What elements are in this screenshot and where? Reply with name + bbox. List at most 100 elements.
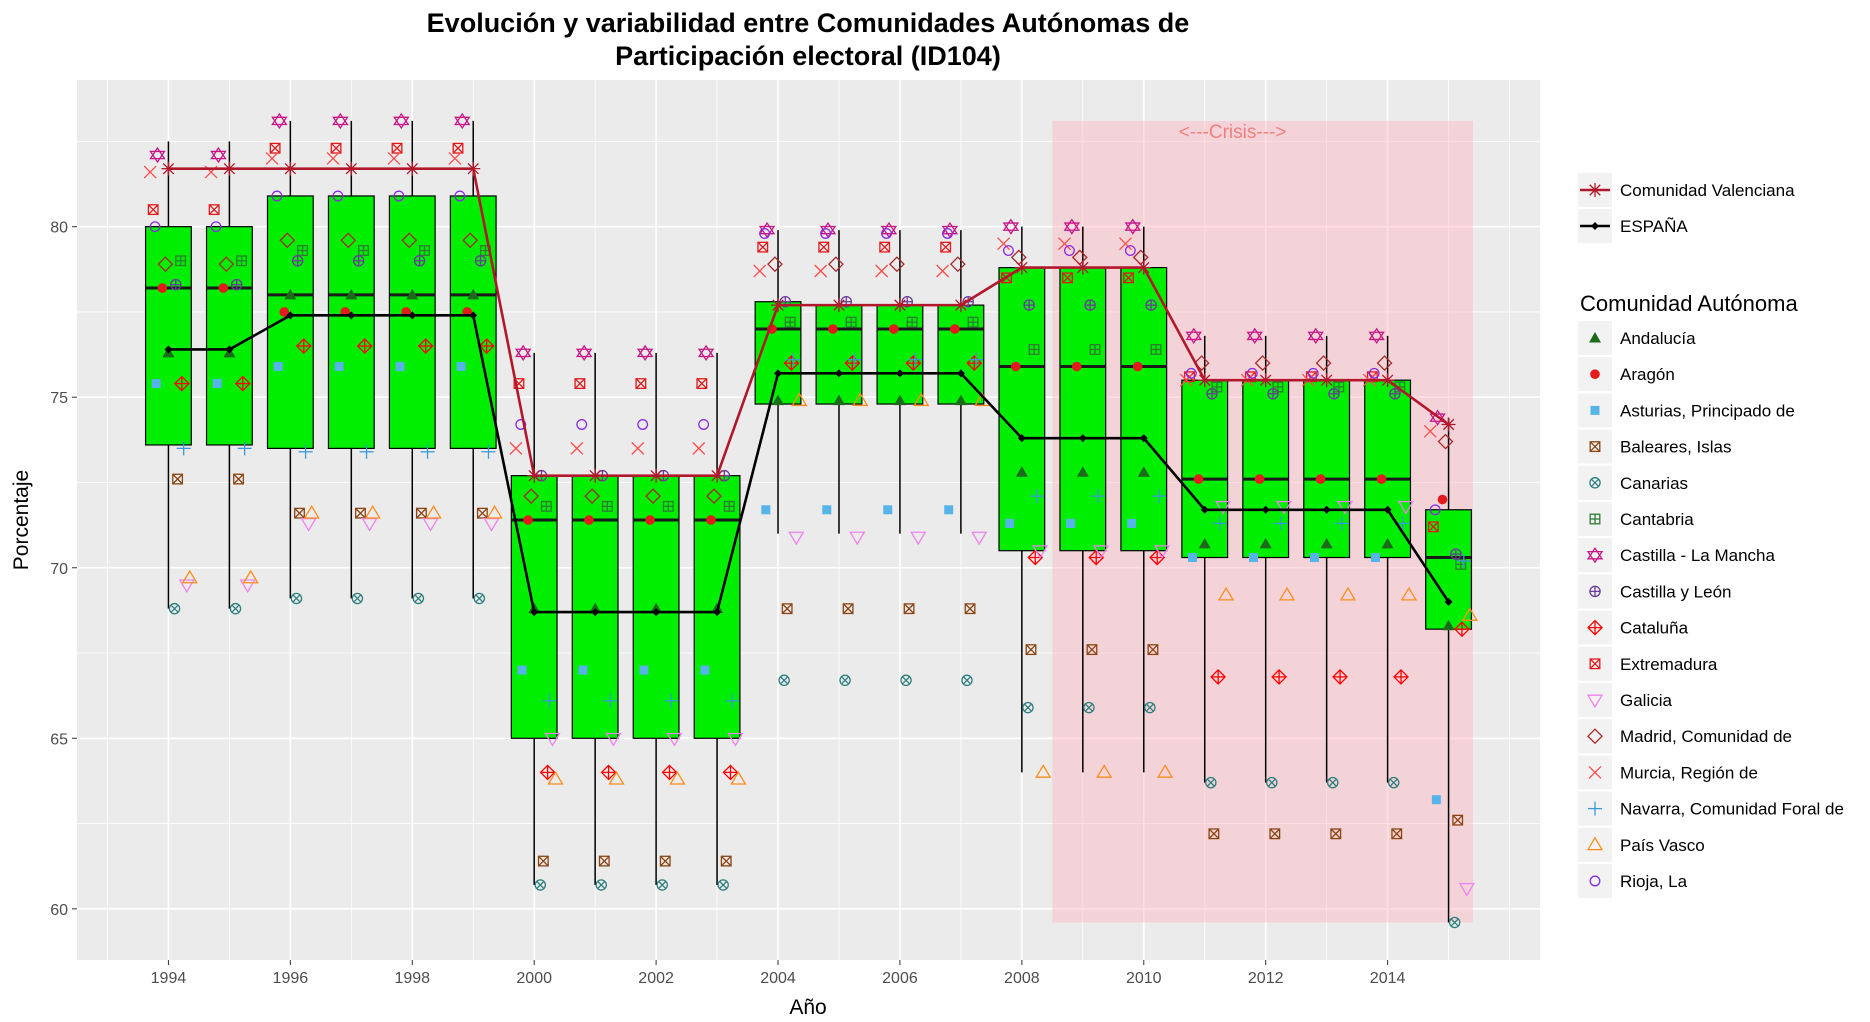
point-castilla-y-leon (474, 255, 487, 267)
point-canarias (473, 592, 486, 605)
point-castilla-la-mancha (636, 344, 654, 362)
point-rioja-la (332, 190, 344, 202)
point-aragon (218, 283, 229, 293)
point-comunidad-valenciana (405, 161, 420, 176)
point-madrid-comunidad-de (523, 488, 540, 505)
point-murcia-region-de (753, 264, 767, 278)
x-tick-label: 1994 (151, 970, 187, 987)
point-canarias (717, 879, 729, 891)
point-madrid-comunidad-de (888, 256, 905, 273)
point-baleares-islas (1452, 814, 1464, 826)
point-cataluna (539, 764, 556, 781)
point-madrid-comunidad-de (949, 256, 966, 273)
point-baleares-islas (355, 507, 366, 519)
point-castilla-y-leon (291, 255, 304, 267)
point-cataluna (1332, 668, 1348, 685)
point-cantabria (601, 500, 613, 512)
point-cataluna (417, 338, 434, 354)
point-rioja-la (271, 190, 283, 202)
point-asturias-principado-de (1370, 553, 1380, 563)
point-madrid-comunidad-de (218, 256, 235, 273)
point-baleares-islas (781, 603, 793, 615)
point-castilla-y-leon (1084, 299, 1096, 311)
point-galicia (971, 531, 988, 546)
point-cataluna (905, 355, 922, 372)
point-extremadura (940, 241, 952, 253)
legend-label: Navarra, Comunidad Foral de (1620, 800, 1844, 819)
point-galicia (1336, 500, 1354, 515)
point-espana (164, 345, 173, 354)
point-asturias-principado-de (395, 362, 405, 372)
point-aragon (828, 324, 838, 334)
point-andalucia (1442, 619, 1455, 631)
point-canarias (1083, 701, 1095, 714)
crisis-label: <---Crisis---> (1179, 122, 1287, 143)
point-cantabria (967, 316, 979, 328)
point-galicia (1214, 500, 1232, 515)
point-pais-vasco (364, 504, 381, 519)
point-espana (469, 311, 478, 320)
box-body (1181, 379, 1229, 559)
point-comunidad-valenciana (1136, 260, 1151, 275)
point-rioja-la (149, 221, 161, 233)
x-tick-label: 2006 (882, 970, 918, 987)
point-murcia-region-de (326, 151, 340, 165)
point-navarra-comunidad-foral-de (847, 352, 862, 367)
point-madrid-comunidad-de (706, 488, 722, 505)
point-aragon (1376, 474, 1387, 484)
point-galicia (910, 531, 927, 546)
point-cantabria (419, 245, 430, 256)
point-castilla-y-leon (1023, 299, 1035, 311)
point-castilla-y-leon (1206, 388, 1218, 400)
point-espana (895, 369, 904, 378)
point-espana (225, 345, 234, 354)
point-asturias-principado-de (273, 362, 283, 372)
point-rioja-la (515, 419, 527, 430)
point-galicia (666, 732, 683, 747)
legend-marker-icon (1589, 477, 1601, 489)
point-canarias (839, 674, 851, 687)
point-canarias (1387, 776, 1400, 789)
point-espana (1444, 597, 1453, 606)
point-galicia (605, 732, 622, 747)
point-madrid-comunidad-de (1376, 355, 1393, 372)
box-body (876, 304, 924, 405)
point-castilla-la-mancha (1124, 218, 1142, 235)
point-baleares-islas (598, 855, 610, 867)
point-espana (774, 369, 783, 378)
point-extremadura (1062, 272, 1074, 284)
point-cataluna (966, 355, 983, 372)
point-asturias-principado-de (578, 665, 588, 675)
point-rioja-la (1368, 367, 1380, 379)
point-madrid-comunidad-de (645, 488, 661, 505)
point-rioja-la (210, 221, 222, 233)
series-line-espana (168, 314, 1450, 614)
point-rioja-la (1246, 367, 1258, 379)
point-cantabria (1150, 344, 1162, 355)
x-axis-title: Año (789, 996, 826, 1019)
point-espana (286, 311, 295, 320)
legend-label: Murcia, Región de (1620, 763, 1758, 782)
point-pais-vasco (303, 504, 320, 519)
point-castilla-la-mancha (454, 112, 471, 130)
legend-label: Castilla y León (1620, 582, 1732, 601)
point-cantabria (540, 500, 552, 512)
point-rioja-la (1002, 245, 1014, 256)
point-navarra-comunidad-foral-de (237, 441, 252, 456)
point-navarra-comunidad-foral-de (420, 444, 435, 459)
y-tick-label: 65 (50, 731, 68, 748)
legend-marker-icon (1588, 801, 1602, 816)
chart-subtitle: Participación electoral (ID104) (615, 41, 1001, 71)
legend-key (1578, 864, 1612, 898)
point-murcia-region-de (1423, 424, 1437, 438)
point-cantabria (236, 255, 248, 267)
point-navarra-comunidad-foral-de (359, 444, 374, 459)
point-castilla-la-mancha (393, 112, 410, 130)
point-cantabria (358, 245, 369, 256)
point-castilla-la-mancha (210, 146, 227, 164)
point-pais-vasco (1461, 607, 1479, 621)
point-canarias (1326, 776, 1339, 789)
point-cataluna (600, 764, 617, 781)
point-galicia (544, 732, 561, 747)
legend-key (1578, 538, 1612, 573)
